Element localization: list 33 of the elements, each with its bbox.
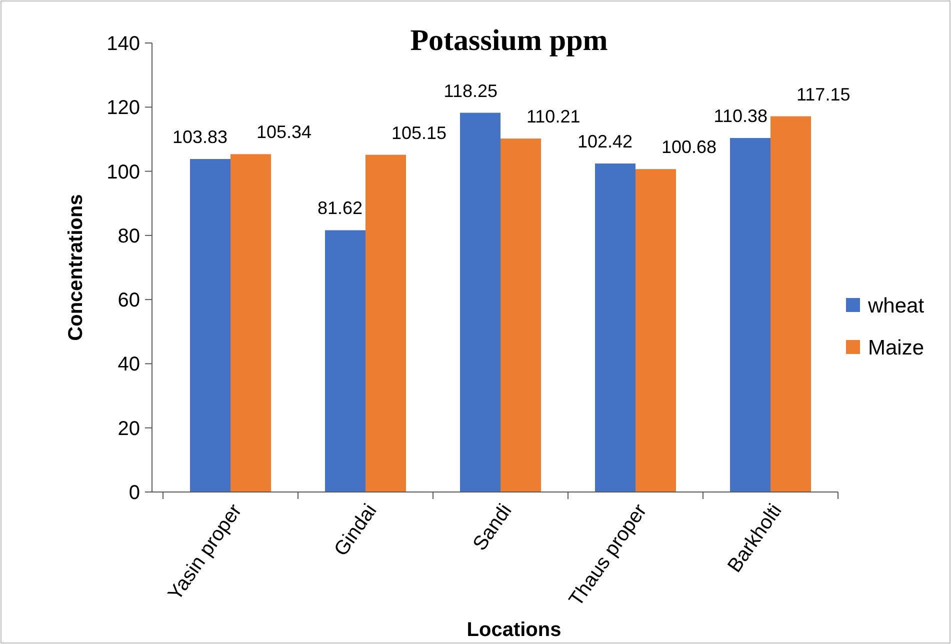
- data-label: 105.15: [392, 122, 447, 143]
- bar: [460, 112, 500, 492]
- bar: [325, 230, 366, 492]
- data-label: 100.68: [662, 137, 717, 158]
- legend-label: Maize: [868, 336, 924, 360]
- y-tick-label: 0: [128, 482, 140, 504]
- y-tick-label: 100: [106, 161, 140, 184]
- bar: [500, 138, 541, 492]
- data-label: 110.38: [714, 106, 768, 126]
- data-label: 118.25: [444, 80, 498, 101]
- bar: [730, 138, 770, 492]
- bar: [366, 154, 406, 492]
- bar: [770, 116, 811, 492]
- data-label: 103.83: [172, 127, 228, 147]
- bar: [230, 154, 271, 492]
- y-tick-label: 40: [118, 354, 140, 376]
- data-label: 110.21: [526, 106, 580, 127]
- bar: [190, 159, 230, 492]
- chart-title: Potassium ppm: [410, 24, 608, 57]
- bar: [595, 164, 636, 492]
- y-axis-title: Concentrations: [65, 194, 87, 341]
- bar: [636, 169, 676, 492]
- y-tick-label: 60: [118, 290, 140, 312]
- data-label: 105.34: [256, 122, 312, 142]
- y-tick-label: 20: [118, 418, 140, 440]
- y-tick-label: 80: [118, 225, 140, 248]
- x-axis-title: Locations: [466, 619, 562, 641]
- data-label: 81.62: [317, 198, 362, 218]
- legend-label: wheat: [867, 294, 924, 318]
- y-tick-label: 140: [106, 33, 140, 55]
- data-label: 117.15: [796, 84, 850, 104]
- data-label: 102.42: [577, 132, 632, 152]
- y-tick-label: 120: [106, 97, 140, 120]
